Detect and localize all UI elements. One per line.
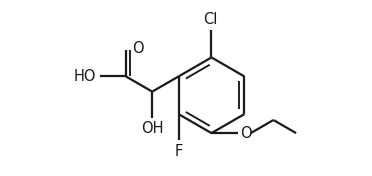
Text: F: F [174,144,183,159]
Text: HO: HO [73,69,96,84]
Text: Cl: Cl [203,12,217,27]
Text: O: O [240,126,251,141]
Text: OH: OH [141,121,163,136]
Text: O: O [132,41,144,56]
